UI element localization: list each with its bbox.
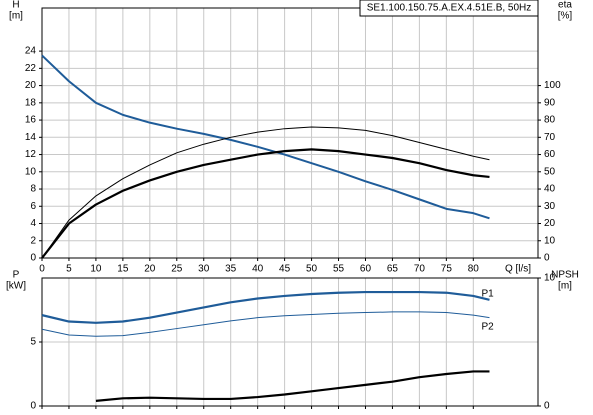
y-tick-label: 4 bbox=[30, 218, 36, 229]
y-tick-label: 20 bbox=[25, 80, 37, 91]
series-label: P1 bbox=[481, 288, 494, 299]
y-tick-label: 12 bbox=[25, 149, 37, 160]
chart-title: SE1.100.150.75.A.EX.4.51E.B, 50Hz bbox=[367, 3, 532, 14]
y2-tick-label: 100 bbox=[544, 80, 561, 91]
y2-axis-label: NPSH bbox=[551, 270, 579, 281]
title-box bbox=[359, 0, 539, 17]
y-tick-label: 2 bbox=[30, 235, 36, 246]
y-tick-label: 18 bbox=[25, 97, 37, 108]
y-axis-label: P bbox=[13, 270, 20, 281]
x-tick-label: 5 bbox=[66, 264, 72, 275]
x-tick-label: 35 bbox=[225, 264, 237, 275]
plot-frame bbox=[41, 277, 539, 407]
curve bbox=[41, 126, 490, 259]
y-axis-label: [m] bbox=[9, 11, 23, 22]
y-tick-label: 14 bbox=[25, 132, 37, 143]
x-tick-label: 30 bbox=[198, 264, 210, 275]
x-tick-label: 40 bbox=[252, 264, 264, 275]
y2-tick-label: 20 bbox=[544, 218, 556, 229]
x-tick-label: 60 bbox=[360, 264, 372, 275]
y-tick-label: 0 bbox=[30, 253, 36, 264]
x-tick-label: 50 bbox=[306, 264, 318, 275]
x-tick-label: 75 bbox=[441, 264, 453, 275]
y-tick-label: 10 bbox=[25, 166, 37, 177]
x-tick-label: 80 bbox=[468, 264, 480, 275]
y2-tick-label: 10 bbox=[544, 273, 556, 284]
y-axis-label: H bbox=[12, 0, 19, 11]
y2-tick-label: 90 bbox=[544, 97, 556, 108]
y-tick-label: 6 bbox=[30, 201, 36, 212]
curve bbox=[41, 290, 490, 324]
curve bbox=[41, 54, 490, 220]
y2-tick-label: 50 bbox=[544, 166, 556, 177]
y2-tick-label: 0 bbox=[544, 253, 550, 264]
x-tick-label: 20 bbox=[144, 264, 156, 275]
x-tick-label: 25 bbox=[171, 264, 183, 275]
x-tick-label: 45 bbox=[279, 264, 291, 275]
y-tick-label: 0 bbox=[30, 401, 36, 412]
y2-tick-label: 40 bbox=[544, 184, 556, 195]
y2-tick-label: 30 bbox=[544, 201, 556, 212]
y2-tick-label: 80 bbox=[544, 115, 556, 126]
y2-axis-label: eta bbox=[558, 0, 572, 11]
x-tick-label: 65 bbox=[387, 264, 399, 275]
y2-tick-label: 60 bbox=[544, 149, 556, 160]
y-tick-label: 16 bbox=[25, 115, 37, 126]
x-tick-label: 55 bbox=[333, 264, 345, 275]
curve bbox=[95, 370, 490, 402]
curve bbox=[41, 311, 490, 337]
plot-frame bbox=[41, 7, 539, 259]
plot-area bbox=[41, 7, 539, 259]
y-tick-label: 24 bbox=[25, 46, 37, 57]
y-tick-label: 5 bbox=[30, 337, 36, 348]
curve bbox=[41, 148, 490, 259]
y-tick-label: 8 bbox=[30, 184, 36, 195]
x-tick-label: 10 bbox=[90, 264, 102, 275]
y2-axis-label: [%] bbox=[558, 11, 573, 22]
y2-tick-label: 70 bbox=[544, 132, 556, 143]
y2-tick-label: 10 bbox=[544, 235, 556, 246]
x-tick-label: 15 bbox=[117, 264, 129, 275]
y2-axis-label: [m] bbox=[558, 281, 572, 292]
x-tick-label: 70 bbox=[414, 264, 426, 275]
series-label: P2 bbox=[481, 321, 494, 332]
x-axis-label: Q [l/s] bbox=[505, 264, 531, 275]
y-axis-label: [kW] bbox=[6, 281, 26, 292]
y2-tick-label: 0 bbox=[544, 401, 550, 412]
x-tick-label: 0 bbox=[39, 264, 45, 275]
y-tick-label: 22 bbox=[25, 63, 37, 74]
